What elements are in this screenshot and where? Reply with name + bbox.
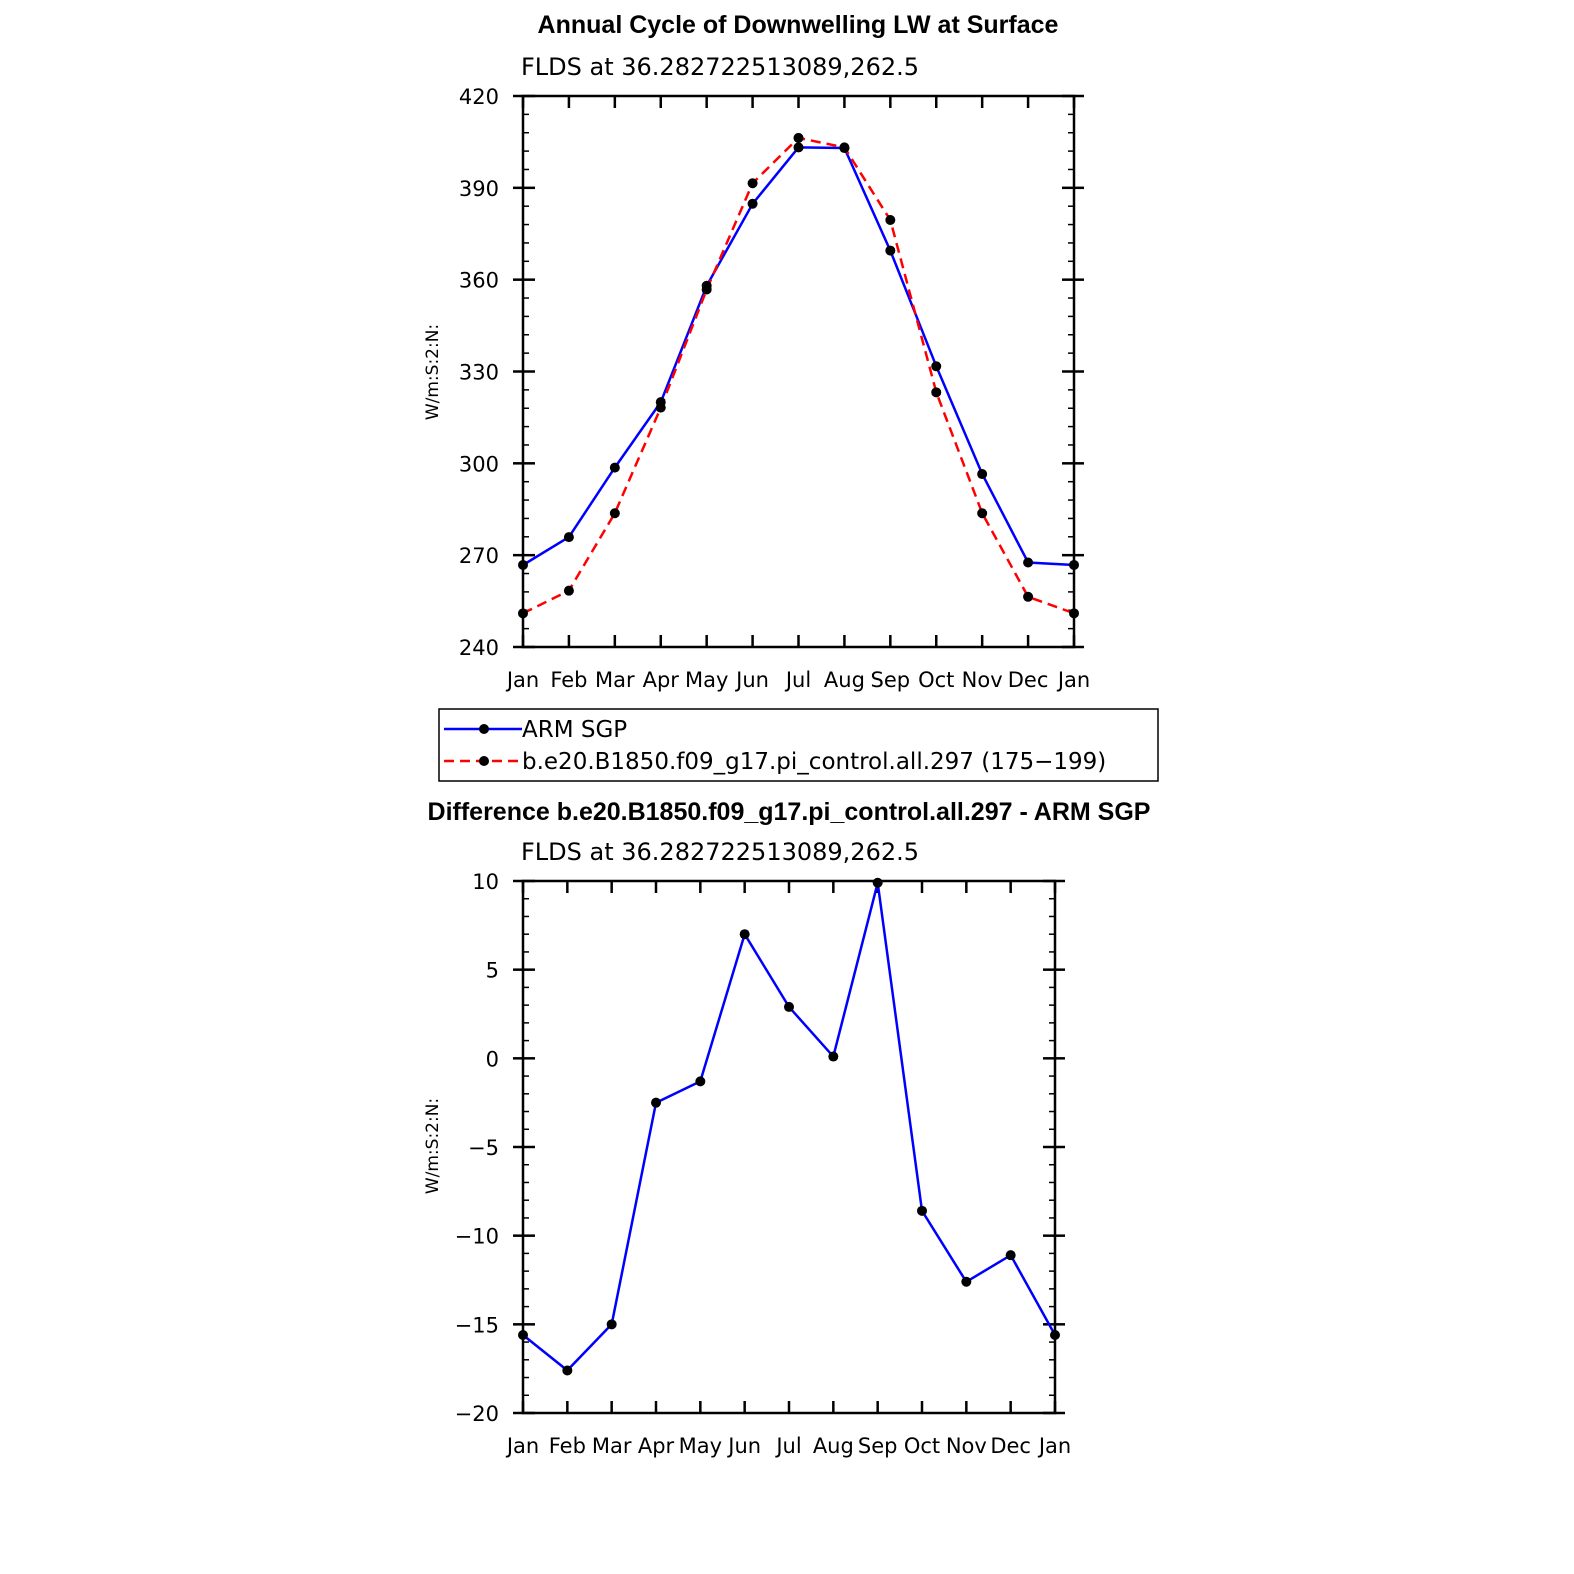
x-tick-label: Dec (1008, 668, 1049, 692)
data-point (695, 1076, 706, 1087)
x-tick-label: Jul (774, 1434, 801, 1458)
data-point (839, 142, 850, 153)
data-point (931, 387, 942, 398)
series-line-0 (522, 146, 1075, 567)
legend-label-arm-sgp: ARM SGP (522, 717, 627, 743)
axis-ticks (513, 879, 1065, 1415)
series-group (518, 877, 1060, 1376)
x-tick-label: Sep (871, 668, 911, 692)
data-point (828, 1051, 839, 1062)
x-tick-label: Jan (1037, 1434, 1071, 1458)
legend-label-model: b.e20.B1850.f09_g17.pi_control.all.297 (… (522, 749, 1106, 775)
data-point (977, 469, 988, 480)
data-point (651, 1097, 661, 1108)
y-tick-label: 270 (459, 544, 499, 568)
data-point (1005, 1250, 1016, 1261)
data-point (931, 361, 942, 372)
x-tick-label: Sep (858, 1434, 898, 1458)
x-tick-label: Jun (726, 1434, 761, 1458)
legend: ARM SGP b.e20.B1850.f09_g17.pi_control.a… (438, 708, 1159, 782)
y-tick-label: 420 (459, 85, 499, 109)
y-tick-label: 300 (459, 452, 499, 476)
data-point (609, 462, 620, 473)
x-tick-label: Nov (946, 1434, 987, 1458)
legend-marker-model (479, 756, 489, 766)
x-tick-label: Mar (592, 1434, 632, 1458)
x-tick-label: Jul (784, 668, 811, 692)
data-point (885, 214, 896, 225)
x-tick-label: Apr (643, 668, 680, 692)
chart-title: Difference b.e20.B1850.f09_g17.pi_contro… (428, 798, 1151, 826)
chart-title: Annual Cycle of Downwelling LW at Surfac… (538, 11, 1059, 39)
y-tick-label: 5 (486, 959, 499, 983)
data-point (563, 532, 574, 543)
x-tick-label: Oct (918, 668, 954, 692)
data-point (885, 245, 896, 256)
legend-box (438, 708, 1159, 782)
axis-ticks (513, 94, 1084, 649)
data-point (655, 402, 666, 413)
data-point (701, 284, 712, 295)
data-point (1023, 557, 1034, 568)
chart-subtitle: FLDS at 36.282722513089,262.5 (521, 838, 919, 866)
legend-item-arm-sgp: ARM SGP (444, 717, 627, 743)
data-point (562, 1365, 573, 1376)
y-tick-label: 240 (459, 636, 499, 660)
chart-annual-cycle: Annual Cycle of Downwelling LW at Surfac… (423, 11, 1090, 692)
y-tick-label: −20 (455, 1402, 499, 1426)
x-tick-label: Jan (505, 1434, 539, 1458)
x-tick-label: Oct (904, 1434, 940, 1458)
plot-frame (521, 879, 1057, 1415)
data-point (747, 178, 758, 189)
plot-frame (521, 94, 1076, 649)
x-tick-label: Dec (990, 1434, 1031, 1458)
y-tick-label: −15 (455, 1313, 499, 1337)
data-point (784, 1001, 794, 1012)
y-tick-label: 390 (459, 177, 499, 201)
data-point (917, 1205, 927, 1216)
x-tick-label: Jan (505, 668, 539, 692)
series-line-1 (522, 136, 1075, 615)
chart-subtitle: FLDS at 36.282722513089,262.5 (521, 53, 919, 81)
x-tick-label: May (685, 668, 728, 692)
x-tick-label: Jan (1056, 668, 1090, 692)
legend-marker-arm-sgp (479, 724, 489, 734)
y-tick-label: 360 (459, 269, 499, 293)
y-tick-label: 10 (472, 870, 499, 894)
y-tick-label: 0 (486, 1047, 499, 1071)
y-tick-label: 330 (459, 361, 499, 385)
data-point (961, 1276, 972, 1287)
x-tick-label: May (679, 1434, 722, 1458)
data-point (977, 508, 988, 519)
chart-difference: Difference b.e20.B1850.f09_g17.pi_contro… (423, 798, 1150, 1458)
x-tick-label: Aug (813, 1434, 854, 1458)
data-point (872, 877, 883, 888)
data-point (793, 132, 804, 143)
legend-item-model: b.e20.B1850.f09_g17.pi_control.all.297 (… (444, 749, 1106, 775)
y-axis-label: W/m:S:2:N: (423, 1098, 443, 1194)
data-point (739, 929, 750, 940)
data-point (563, 585, 574, 596)
x-tick-label: Feb (550, 668, 587, 692)
series-line-0 (522, 882, 1057, 1373)
x-tick-label: Feb (549, 1434, 586, 1458)
y-axis-label: W/m:S:2:N: (423, 324, 443, 420)
series-group (518, 132, 1079, 619)
data-point (1023, 591, 1034, 602)
x-tick-label: Jun (734, 668, 769, 692)
data-point (747, 198, 758, 209)
x-tick-label: Aug (824, 668, 865, 692)
data-point (609, 508, 620, 519)
tick-labels: Jan Feb Mar Apr May Jun Jul Aug Sep Oct Nov Dec Jan2… (459, 85, 1090, 692)
data-point (606, 1319, 617, 1330)
x-tick-label: Apr (638, 1434, 675, 1458)
data-point (793, 142, 804, 153)
y-tick-label: −10 (455, 1225, 499, 1249)
tick-labels: Jan Feb Mar Apr May Jun Jul Aug Sep Oct Nov Dec Jan−… (455, 870, 1072, 1458)
y-tick-label: −5 (468, 1136, 499, 1160)
x-tick-label: Mar (595, 668, 635, 692)
x-tick-label: Nov (962, 668, 1003, 692)
